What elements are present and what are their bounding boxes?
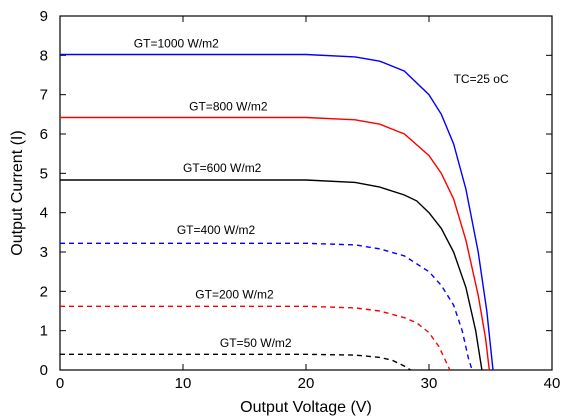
x-tick-label: 0: [56, 375, 64, 392]
y-tick-label: 4: [40, 205, 48, 222]
x-tick-label: 30: [421, 375, 438, 392]
y-tick-label: 1: [40, 323, 48, 340]
series-label: GT=1000 W/m2: [134, 36, 219, 50]
y-tick-label: 6: [40, 126, 48, 143]
y-tick-label: 5: [40, 165, 48, 182]
y-tick-label: 3: [40, 244, 48, 261]
x-tick-label: 10: [175, 375, 192, 392]
series-line: [60, 242, 473, 371]
series-label: GT=400 W/m2: [177, 223, 256, 237]
series-label: GT=600 W/m2: [183, 161, 262, 175]
series-line: [60, 116, 490, 371]
y-tick-label: 7: [40, 87, 48, 104]
y-tick-label: 8: [40, 47, 48, 64]
y-tick-label: 0: [40, 362, 48, 379]
temperature-annotation: TC=25 oC: [454, 72, 509, 86]
plot-area: [59, 15, 553, 371]
x-tick-label: 20: [298, 375, 315, 392]
y-tick-label: 9: [40, 8, 48, 25]
series-line: [60, 179, 483, 371]
series-label: GT=50 W/m2: [220, 336, 292, 350]
x-tick-label: 40: [544, 375, 561, 392]
series-label: GT=200 W/m2: [195, 287, 274, 301]
y-axis-title: Output Current (I): [9, 130, 26, 255]
y-tick-label: 2: [40, 283, 48, 300]
series-line: [60, 353, 411, 371]
series-line: [60, 305, 451, 371]
series-label: GT=800 W/m2: [189, 99, 268, 113]
x-axis-title: Output Voltage (V): [240, 399, 372, 416]
series-line: [60, 53, 494, 371]
